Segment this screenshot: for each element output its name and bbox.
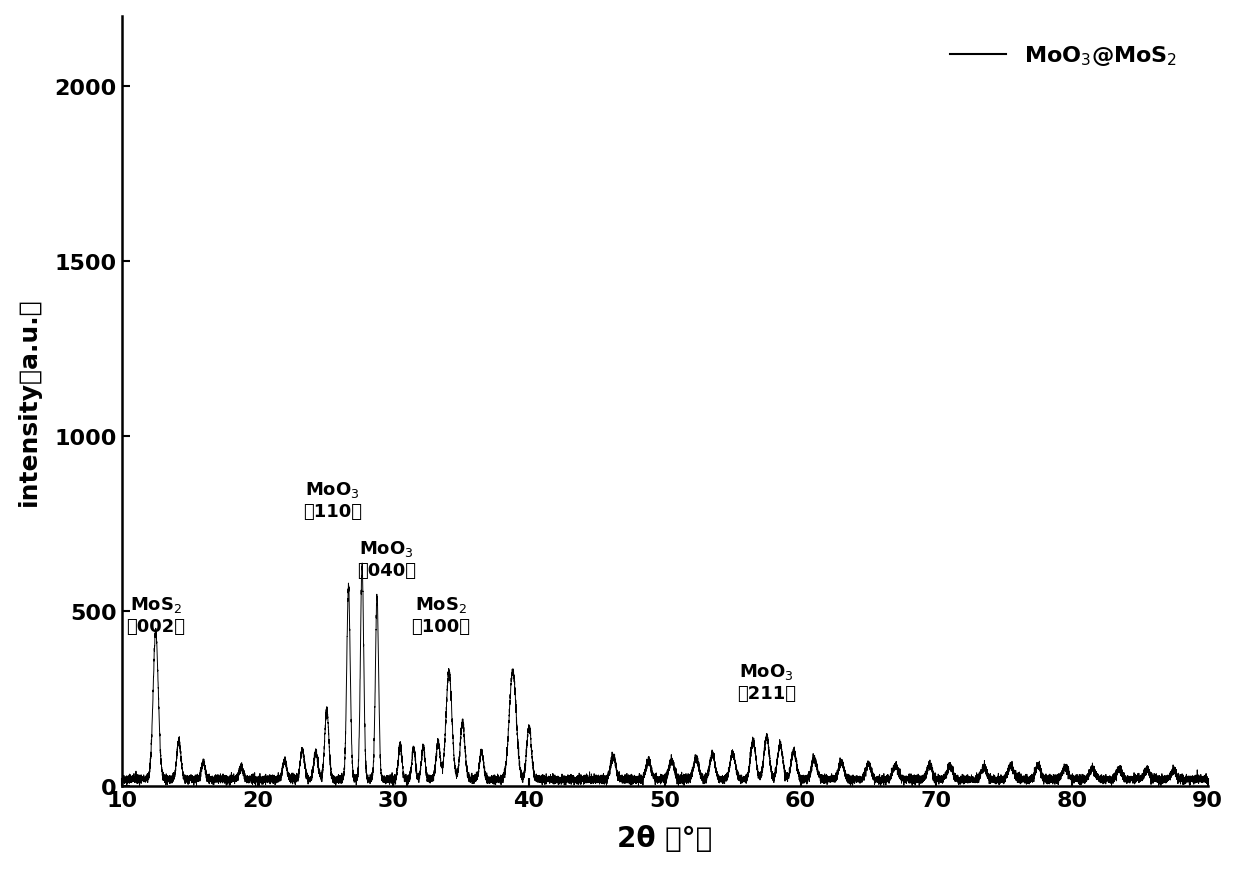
Text: MoO$_3$
（040）: MoO$_3$ （040）	[357, 539, 415, 580]
X-axis label: 2θ （°）: 2θ （°）	[618, 825, 713, 852]
Text: MoS$_2$
（100）: MoS$_2$ （100）	[412, 594, 470, 635]
Text: MoO$_3$
（110）: MoO$_3$ （110）	[303, 480, 362, 520]
Text: MoO$_3$
（211）: MoO$_3$ （211）	[737, 661, 796, 702]
Text: MoS$_2$
（002）: MoS$_2$ （002）	[126, 594, 185, 635]
Legend: MoO$_3$@MoS$_2$: MoO$_3$@MoS$_2$	[941, 36, 1185, 77]
Y-axis label: intensity（a.u.）: intensity（a.u.）	[16, 297, 41, 506]
